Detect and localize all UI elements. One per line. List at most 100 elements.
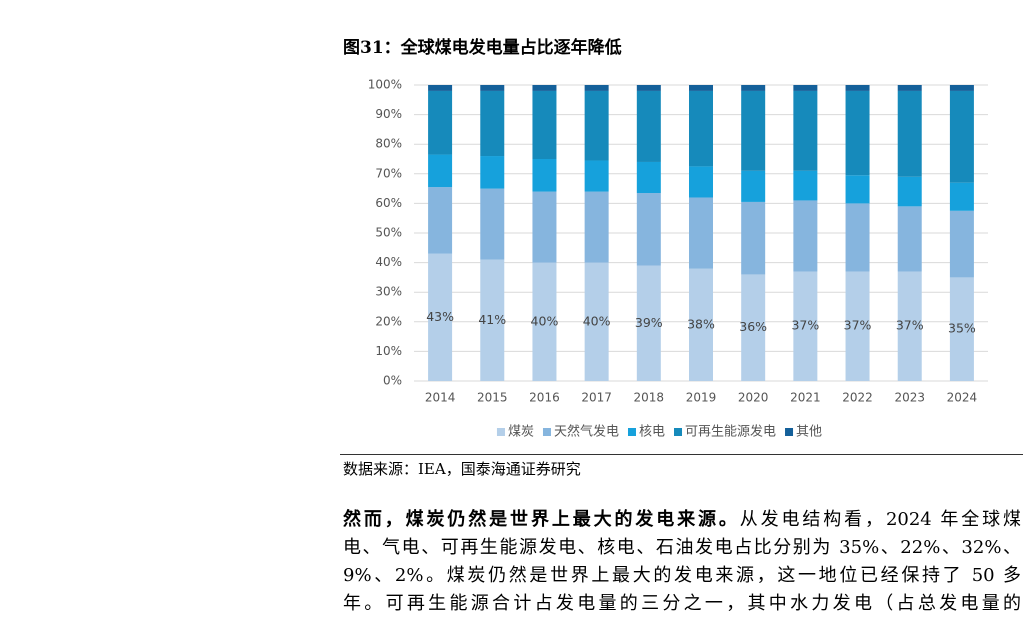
bar-segment xyxy=(741,85,766,91)
data-label: 40% xyxy=(583,313,611,328)
x-tick-label: 2017 xyxy=(581,391,612,405)
data-label: 37% xyxy=(896,318,924,333)
bar-segment xyxy=(584,262,609,381)
bar-segment xyxy=(480,259,505,381)
y-tick-label: 80% xyxy=(375,137,402,151)
bar-segment xyxy=(480,90,505,157)
x-tick-label: 2019 xyxy=(686,391,717,405)
x-tick-label: 2015 xyxy=(477,391,508,405)
bar-segment xyxy=(741,170,766,202)
text: 从发电结构看，2024 年全球煤 xyxy=(739,509,1022,530)
bar-segment xyxy=(428,187,453,254)
legend-swatch xyxy=(785,428,794,436)
data-label: 36% xyxy=(739,319,767,334)
bar-segment xyxy=(480,188,505,260)
bar-segment xyxy=(584,160,609,192)
bar-segment xyxy=(532,159,557,192)
bar-segment xyxy=(636,265,661,381)
x-tick-label: 2023 xyxy=(894,391,925,405)
line: 9%、2%。煤炭仍然是世界上最大的发电来源，这一地位已经保持了 50 多 xyxy=(343,565,1021,586)
bar-segment xyxy=(741,90,766,171)
data-label: 39% xyxy=(635,315,663,330)
line: 电、气电、可再生能源发电、核电、石油发电占比分别为 35%、22%、32%、 xyxy=(343,537,1021,558)
data-label: 40% xyxy=(531,313,559,328)
bar-segment xyxy=(845,175,870,204)
bar-segment xyxy=(949,182,974,211)
chart: 0% 10% 20% 30% 40% 50% 60% 70% 80% 90% 100% 2014 43%… xyxy=(368,78,988,440)
data-label: 38% xyxy=(687,316,715,331)
legend-swatch xyxy=(496,428,505,436)
data-label: 35% xyxy=(948,321,976,336)
bar-segment xyxy=(897,85,922,91)
bar-segment xyxy=(897,176,922,207)
legend-label: 煤炭 xyxy=(508,425,534,440)
rule xyxy=(340,454,1023,455)
bar-segment xyxy=(793,85,818,91)
bar-segment xyxy=(636,90,661,162)
bar-segment xyxy=(636,85,661,91)
bar-segment xyxy=(949,210,974,278)
y-tick-label: 60% xyxy=(375,196,402,210)
bar-segment xyxy=(689,197,713,269)
bar-segment xyxy=(949,277,974,381)
x-tick-label: 2021 xyxy=(790,391,821,405)
y-tick-label: 90% xyxy=(375,107,402,121)
bar-segment xyxy=(584,191,609,263)
bar-segment xyxy=(949,90,974,183)
y-tick-label: 10% xyxy=(375,344,402,358)
y-tick-label: 70% xyxy=(375,166,402,180)
bar-segment xyxy=(480,156,505,189)
lead: 然而，煤炭仍然是世界上最大的发电来源。 xyxy=(343,509,740,530)
legend-swatch xyxy=(674,428,683,436)
bar-segment xyxy=(689,268,713,381)
source: 数据来源：IEA，国泰海通证券研究 xyxy=(343,460,581,478)
bar-segment xyxy=(741,201,766,275)
bar-segment xyxy=(532,191,557,263)
bar-segment xyxy=(793,90,818,171)
legend-swatch xyxy=(542,428,551,436)
x-tick-label: 2014 xyxy=(425,391,456,405)
bar-segment xyxy=(689,166,713,198)
bar-segment xyxy=(428,90,453,155)
bar-segment xyxy=(845,271,870,381)
legend-swatch xyxy=(627,428,636,436)
bar-segment xyxy=(897,90,922,177)
data-label: 37% xyxy=(791,318,819,333)
data-label: 41% xyxy=(478,312,506,327)
legend-label: 核电 xyxy=(639,425,665,440)
bar-segment xyxy=(897,271,922,381)
y-tick-label: 30% xyxy=(375,285,402,299)
bar-segment xyxy=(636,193,661,266)
data-label: 37% xyxy=(844,318,872,333)
bar-segment xyxy=(480,85,505,91)
bar-segment xyxy=(897,206,922,272)
bar-segment xyxy=(845,90,870,176)
bar-segment xyxy=(532,90,557,159)
bar-segment xyxy=(532,85,557,91)
x-tick-label: 2022 xyxy=(842,391,873,405)
line: 年。可再生能源合计占发电量的三分之一，其中水力发电（占总发电量的 xyxy=(343,593,1021,614)
bar-segment xyxy=(636,161,661,194)
bar-segment xyxy=(845,203,870,272)
bar-segment xyxy=(689,90,713,167)
x-tick-label: 2024 xyxy=(947,391,978,405)
x-tick-label: 2020 xyxy=(738,391,769,405)
bar-segment xyxy=(949,85,974,91)
bar-segment xyxy=(845,85,870,91)
line: 然而，煤炭仍然是世界上最大的发电来源。从发电结构看，2024 年全球煤 xyxy=(343,506,1021,534)
bar-segment xyxy=(584,90,609,161)
bar-segment xyxy=(741,274,766,381)
bar-segment xyxy=(428,85,453,91)
legend-label: 其他 xyxy=(796,425,822,440)
x-tick-label: 2018 xyxy=(634,391,665,405)
figure-title: 图31：全球煤电发电量占比逐年降低 xyxy=(343,38,622,58)
y-tick-label: 50% xyxy=(375,226,402,240)
y-tick-label: 20% xyxy=(375,314,402,328)
y-tick-label: 0% xyxy=(383,374,402,388)
bar-segment xyxy=(793,170,818,201)
legend-label: 可再生能源发电 xyxy=(685,424,776,440)
x-tick-label: 2016 xyxy=(529,391,560,405)
bar-segment xyxy=(689,85,713,91)
bar-segment xyxy=(532,262,557,381)
